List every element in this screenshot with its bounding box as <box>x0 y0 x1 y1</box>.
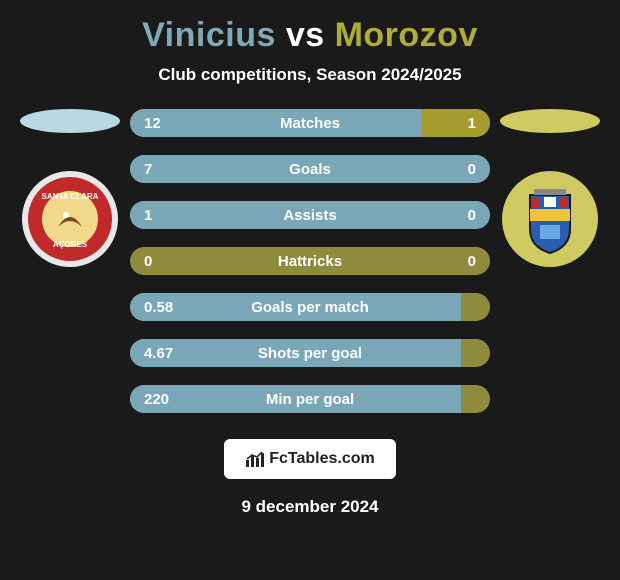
player1-oval <box>20 109 120 133</box>
chart-icon <box>245 450 265 468</box>
stat-row: 10Assists <box>130 201 490 229</box>
stats-bars: 121Matches 70Goals 10Assists 00Hattricks 0.5… <box>130 109 490 413</box>
stat-label: Matches <box>130 115 490 132</box>
stat-label: Assists <box>130 207 490 224</box>
stat-label: Hattricks <box>130 253 490 270</box>
subtitle: Club competitions, Season 2024/2025 <box>158 65 461 85</box>
page-title: Vinicius vs Morozov <box>142 16 478 55</box>
player1-crest: SANTA CLARA AÇORES <box>20 169 120 269</box>
stat-row: 00Hattricks <box>130 247 490 275</box>
main-area: SANTA CLARA AÇORES 121Matches 70Goals 10As… <box>0 109 620 413</box>
stat-row: 0.58Goals per match <box>130 293 490 321</box>
title-vs: vs <box>286 16 335 54</box>
brand-text: FcTables.com <box>269 450 375 468</box>
stat-label: Shots per goal <box>130 345 490 362</box>
fctables-logo: FcTables.com <box>224 439 396 479</box>
player1-name: Vinicius <box>142 16 276 54</box>
santa-clara-crest-icon: SANTA CLARA AÇORES <box>20 169 120 269</box>
svg-text:AÇORES: AÇORES <box>53 240 88 249</box>
stat-row: 4.67Shots per goal <box>130 339 490 367</box>
stat-row: 70Goals <box>130 155 490 183</box>
svg-text:SANTA CLARA: SANTA CLARA <box>42 192 99 201</box>
stat-label: Goals per match <box>130 299 490 316</box>
stat-row: 220Min per goal <box>130 385 490 413</box>
player2-oval <box>500 109 600 133</box>
player2-crest <box>500 169 600 269</box>
right-side-column <box>490 109 610 269</box>
comparison-infographic: Vinicius vs Morozov Club competitions, S… <box>0 0 620 580</box>
stat-label: Goals <box>130 161 490 178</box>
date-text: 9 december 2024 <box>241 497 378 517</box>
left-side-column: SANTA CLARA AÇORES <box>10 109 130 269</box>
player2-name: Morozov <box>335 16 478 54</box>
stat-label: Min per goal <box>130 391 490 408</box>
stat-row: 121Matches <box>130 109 490 137</box>
arouca-crest-icon <box>500 169 600 269</box>
